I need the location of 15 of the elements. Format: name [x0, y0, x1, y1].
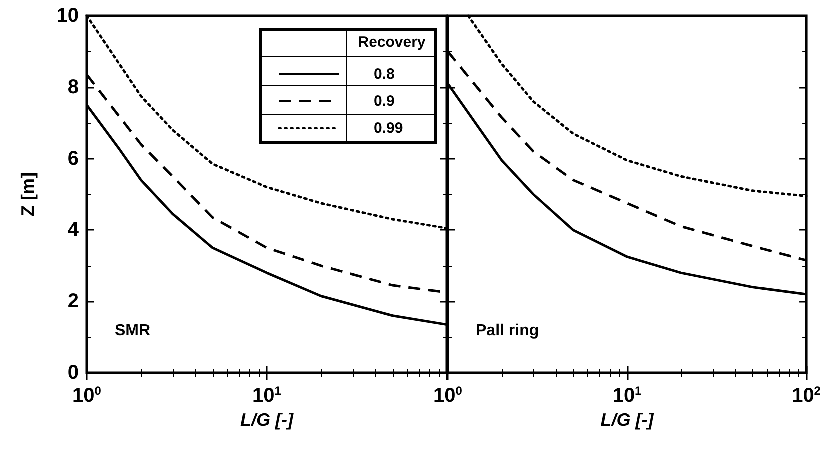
- y-tick-label: 4: [68, 219, 80, 242]
- legend-title: Recovery: [358, 34, 426, 51]
- legend-label: 0.9: [374, 93, 395, 110]
- y-tick-label: 10: [56, 5, 79, 27]
- annotation: Pall ring: [476, 322, 540, 340]
- legend-label: 0.8: [374, 66, 395, 83]
- y-tick-label: 6: [68, 148, 79, 170]
- annotation: SMR: [115, 322, 151, 340]
- y-tick-label: 8: [68, 76, 79, 98]
- x-axis-title: L/G [-]: [600, 410, 655, 430]
- y-tick-label: 2: [68, 290, 79, 313]
- legend-label: 0.99: [374, 120, 404, 137]
- x-axis-title: L/G [-]: [240, 410, 294, 430]
- y-axis-title: Z [m]: [18, 172, 38, 216]
- y-tick-label: 0: [68, 362, 79, 384]
